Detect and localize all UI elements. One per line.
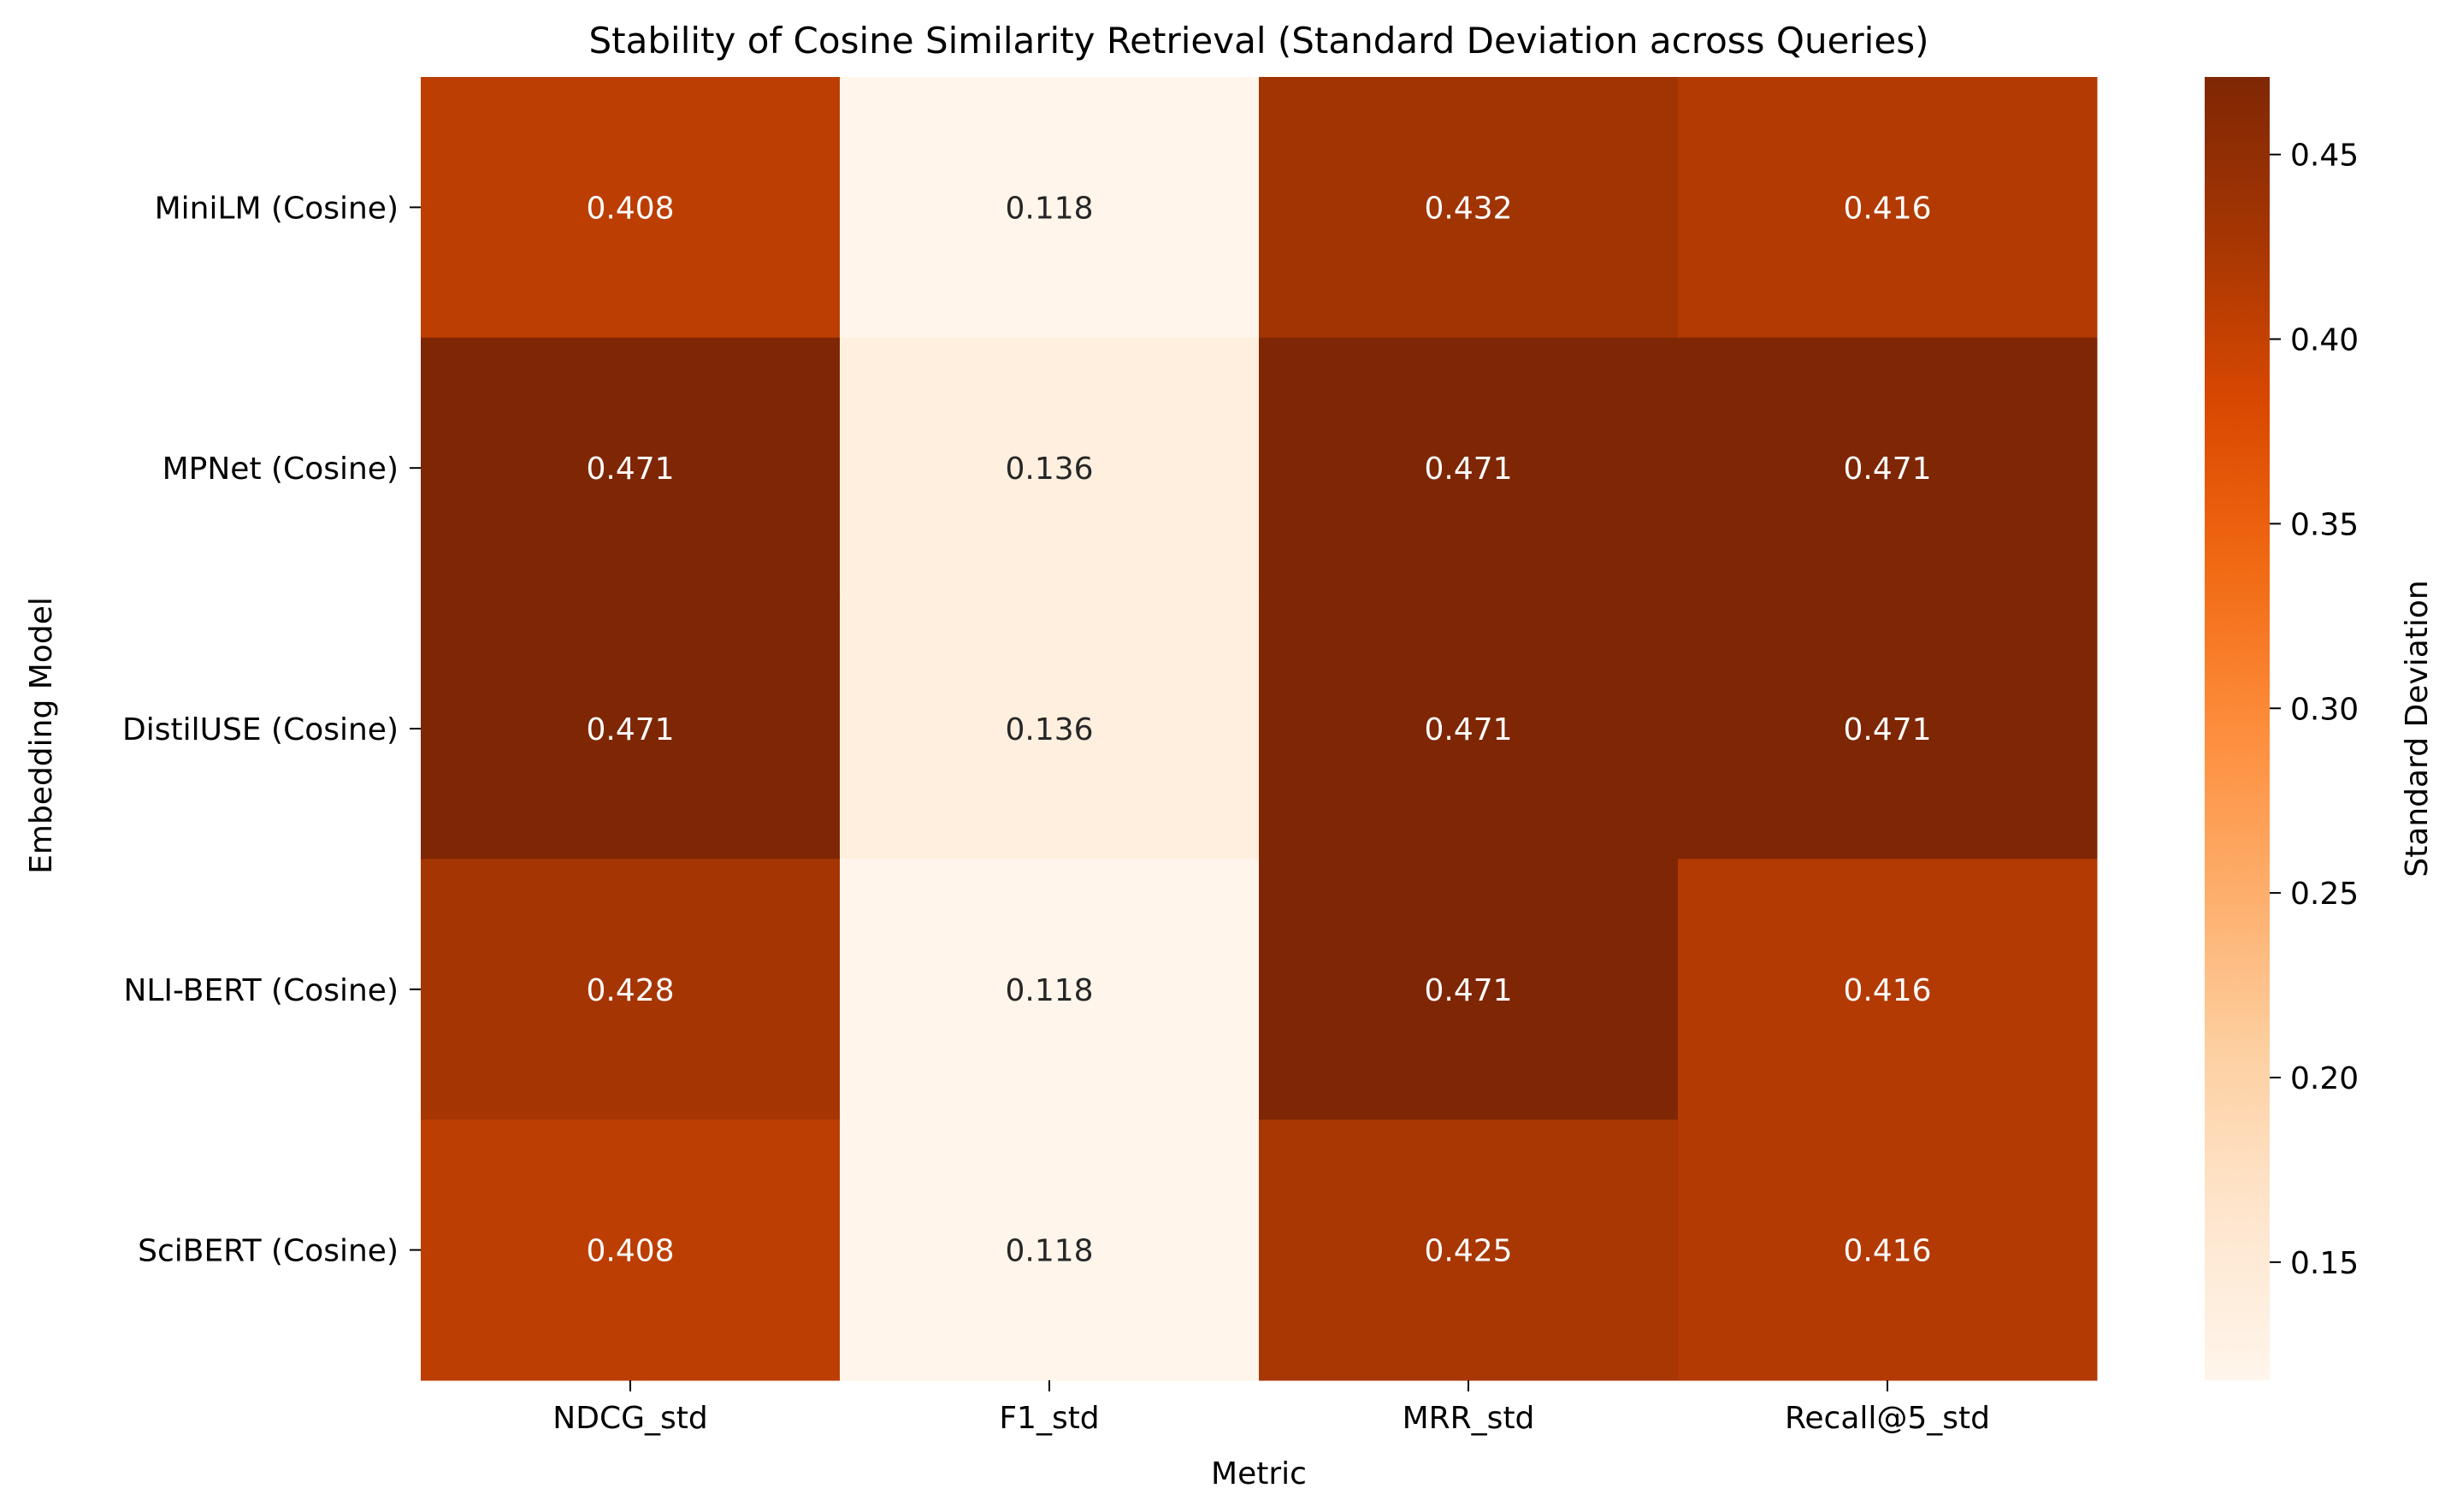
heatmap-cells: 0.408 0.118 0.432 0.416 0.471 0.136 0.471 0.471… bbox=[421, 77, 2098, 1381]
cell-value-label: 0.136 bbox=[1005, 452, 1093, 487]
colorbar-tick-label: 0.15 bbox=[2290, 1246, 2359, 1281]
cell-value-label: 0.416 bbox=[1843, 191, 1931, 226]
heatmap-cell bbox=[840, 337, 1260, 599]
heatmap-cell bbox=[840, 1119, 1260, 1381]
y-tick-label: MPNet (Cosine) bbox=[162, 452, 399, 487]
cell-value-label: 0.118 bbox=[1005, 973, 1093, 1008]
heatmap-cell bbox=[421, 77, 841, 339]
cell-value-label: 0.416 bbox=[1843, 1234, 1931, 1269]
cell-value-label: 0.118 bbox=[1005, 1234, 1093, 1269]
x-tick-label: MRR_std bbox=[1403, 1401, 1535, 1436]
cell-value-label: 0.136 bbox=[1005, 712, 1093, 747]
cell-value-label: 0.408 bbox=[586, 1234, 674, 1269]
heatmap-cell bbox=[1678, 337, 2098, 599]
heatmap-cell bbox=[1678, 859, 2098, 1120]
cell-value-label: 0.471 bbox=[1843, 452, 1931, 487]
y-tick-label: SciBERT (Cosine) bbox=[138, 1234, 399, 1269]
cell-value-label: 0.118 bbox=[1005, 191, 1093, 226]
x-tick-label: NDCG_std bbox=[552, 1401, 707, 1436]
heatmap-cell bbox=[1678, 1119, 2098, 1381]
heatmap-cell bbox=[1259, 598, 1679, 859]
y-tick-label: NLI-BERT (Cosine) bbox=[123, 973, 399, 1008]
colorbar-tick-label: 0.45 bbox=[2290, 139, 2359, 174]
heatmap-cell bbox=[421, 1119, 841, 1381]
y-tick-label: MiniLM (Cosine) bbox=[155, 191, 399, 226]
heatmap-cell bbox=[1678, 598, 2098, 859]
x-axis-label: Metric bbox=[1211, 1456, 1307, 1491]
colorbar-ticks: 0.15 0.20 0.25 0.30 0.35 0.40 0.45 bbox=[2270, 139, 2359, 1281]
cell-value-label: 0.471 bbox=[1424, 452, 1512, 487]
cell-value-label: 0.416 bbox=[1843, 973, 1931, 1008]
heatmap-cell bbox=[840, 598, 1260, 859]
x-axis-ticks: NDCG_std F1_std MRR_std Recall@5_std bbox=[552, 1380, 1990, 1436]
heatmap-cell bbox=[1259, 77, 1679, 339]
chart-title: Stability of Cosine Similarity Retrieval… bbox=[589, 20, 1929, 62]
x-tick-label: Recall@5_std bbox=[1785, 1401, 1990, 1436]
colorbar-tick-label: 0.35 bbox=[2290, 507, 2359, 542]
colorbar-tick-label: 0.20 bbox=[2290, 1061, 2359, 1096]
y-axis-label: Embedding Model bbox=[24, 597, 59, 874]
x-tick-label: F1_std bbox=[999, 1401, 1099, 1436]
cell-value-label: 0.425 bbox=[1424, 1234, 1512, 1269]
cell-value-label: 0.471 bbox=[1843, 712, 1931, 747]
cell-value-label: 0.471 bbox=[1424, 973, 1512, 1008]
cell-value-label: 0.428 bbox=[586, 973, 674, 1008]
colorbar-tick-label: 0.25 bbox=[2290, 877, 2359, 912]
y-tick-label: DistilUSE (Cosine) bbox=[122, 712, 399, 747]
heatmap-cell bbox=[421, 859, 841, 1120]
heatmap-cell bbox=[840, 77, 1260, 339]
colorbar bbox=[2205, 77, 2270, 1380]
cell-value-label: 0.432 bbox=[1424, 191, 1512, 226]
y-axis-ticks: MiniLM (Cosine) MPNet (Cosine) DistilUSE (… bbox=[122, 191, 421, 1269]
cell-value-label: 0.471 bbox=[586, 712, 674, 747]
colorbar-label: Standard Deviation bbox=[2400, 580, 2435, 877]
heatmap-cell bbox=[1678, 77, 2098, 339]
colorbar-tick-label: 0.40 bbox=[2290, 323, 2359, 358]
cell-value-label: 0.408 bbox=[586, 191, 674, 226]
heatmap-cell bbox=[421, 337, 841, 599]
heatmap-cell bbox=[1259, 859, 1679, 1120]
heatmap-cell bbox=[840, 859, 1260, 1120]
colorbar-tick-label: 0.30 bbox=[2290, 692, 2359, 727]
heatmap-cell bbox=[1259, 1119, 1679, 1381]
cell-value-label: 0.471 bbox=[586, 452, 674, 487]
cell-value-label: 0.471 bbox=[1424, 712, 1512, 747]
heatmap-cell bbox=[421, 598, 841, 859]
heatmap-cell bbox=[1259, 337, 1679, 599]
